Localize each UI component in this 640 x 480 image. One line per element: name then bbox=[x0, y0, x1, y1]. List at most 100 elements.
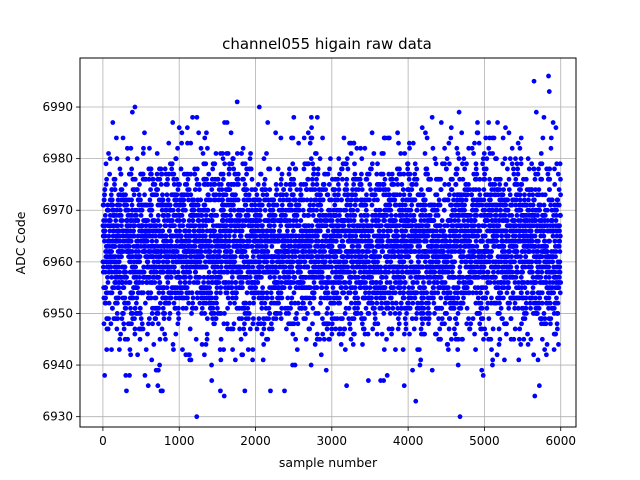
data-point bbox=[333, 254, 339, 260]
data-point bbox=[126, 300, 131, 306]
data-point bbox=[261, 321, 267, 327]
data-point bbox=[201, 352, 207, 358]
data-point bbox=[242, 161, 248, 167]
data-point bbox=[397, 311, 402, 316]
data-point bbox=[320, 331, 326, 337]
data-point bbox=[149, 202, 154, 208]
data-point bbox=[188, 192, 194, 198]
data-point bbox=[363, 254, 369, 260]
data-point bbox=[434, 331, 439, 337]
data-point bbox=[425, 305, 431, 311]
data-point bbox=[232, 259, 238, 265]
data-point bbox=[115, 197, 121, 203]
data-point bbox=[192, 243, 198, 249]
data-point bbox=[320, 135, 325, 141]
data-point bbox=[438, 336, 443, 342]
data-point bbox=[201, 274, 207, 280]
data-point bbox=[264, 259, 270, 265]
data-point bbox=[407, 171, 413, 177]
data-point bbox=[101, 202, 107, 208]
data-point bbox=[392, 197, 398, 203]
data-point bbox=[193, 269, 199, 275]
data-point bbox=[308, 156, 314, 162]
data-point bbox=[213, 192, 219, 198]
data-point bbox=[204, 130, 209, 136]
data-point bbox=[238, 269, 244, 275]
data-point bbox=[428, 176, 434, 182]
data-point bbox=[120, 135, 126, 141]
data-point bbox=[421, 305, 427, 311]
data-point bbox=[145, 218, 151, 223]
data-point bbox=[103, 300, 109, 306]
data-point bbox=[105, 326, 111, 332]
data-point bbox=[180, 347, 185, 352]
data-point bbox=[357, 176, 363, 182]
data-point bbox=[371, 151, 377, 156]
data-point bbox=[277, 311, 283, 316]
data-point bbox=[315, 166, 321, 172]
data-point bbox=[418, 187, 424, 193]
data-point bbox=[229, 280, 235, 285]
data-point bbox=[146, 316, 152, 322]
data-point bbox=[184, 182, 190, 187]
data-point bbox=[372, 249, 378, 254]
data-point bbox=[267, 166, 273, 172]
data-point bbox=[268, 321, 274, 327]
data-point bbox=[223, 223, 229, 229]
data-point bbox=[434, 207, 440, 213]
data-point bbox=[358, 145, 363, 151]
data-point bbox=[372, 305, 377, 311]
data-point bbox=[114, 135, 119, 141]
data-point bbox=[129, 249, 135, 254]
data-point bbox=[251, 295, 257, 301]
data-point bbox=[197, 300, 203, 306]
data-point bbox=[344, 187, 350, 193]
data-point bbox=[155, 187, 161, 193]
data-point bbox=[344, 156, 350, 162]
data-point bbox=[222, 311, 227, 316]
data-point bbox=[472, 218, 478, 223]
data-point bbox=[370, 326, 376, 332]
data-point bbox=[215, 264, 220, 270]
data-point bbox=[236, 182, 241, 187]
data-point bbox=[382, 176, 388, 182]
data-point bbox=[142, 130, 147, 136]
data-point bbox=[228, 249, 234, 254]
data-point bbox=[116, 228, 122, 234]
data-point bbox=[258, 274, 264, 280]
data-point bbox=[412, 171, 418, 177]
data-point bbox=[422, 151, 428, 156]
data-point bbox=[401, 274, 407, 280]
data-point bbox=[365, 213, 370, 218]
data-point bbox=[187, 352, 192, 358]
data-point bbox=[419, 300, 425, 306]
data-point bbox=[170, 207, 176, 213]
data-point bbox=[325, 228, 331, 234]
data-point bbox=[194, 166, 200, 172]
data-point bbox=[173, 156, 179, 162]
data-point bbox=[453, 316, 459, 322]
data-point bbox=[278, 316, 284, 322]
data-point bbox=[288, 305, 294, 311]
data-point bbox=[353, 233, 359, 239]
data-point bbox=[450, 176, 455, 182]
data-point bbox=[261, 156, 267, 162]
data-point bbox=[102, 238, 107, 244]
data-point bbox=[414, 290, 420, 296]
data-point bbox=[320, 316, 325, 322]
data-point bbox=[114, 311, 120, 316]
data-point bbox=[177, 182, 182, 187]
data-point bbox=[230, 269, 236, 275]
data-point bbox=[446, 326, 452, 332]
data-point bbox=[422, 197, 428, 203]
data-point bbox=[195, 295, 200, 301]
data-point bbox=[150, 321, 155, 327]
data-point bbox=[330, 285, 336, 291]
data-point bbox=[247, 274, 253, 280]
data-point bbox=[279, 171, 285, 177]
data-point bbox=[402, 202, 408, 208]
data-point bbox=[308, 362, 314, 368]
data-point bbox=[131, 192, 137, 198]
data-point bbox=[197, 187, 202, 193]
